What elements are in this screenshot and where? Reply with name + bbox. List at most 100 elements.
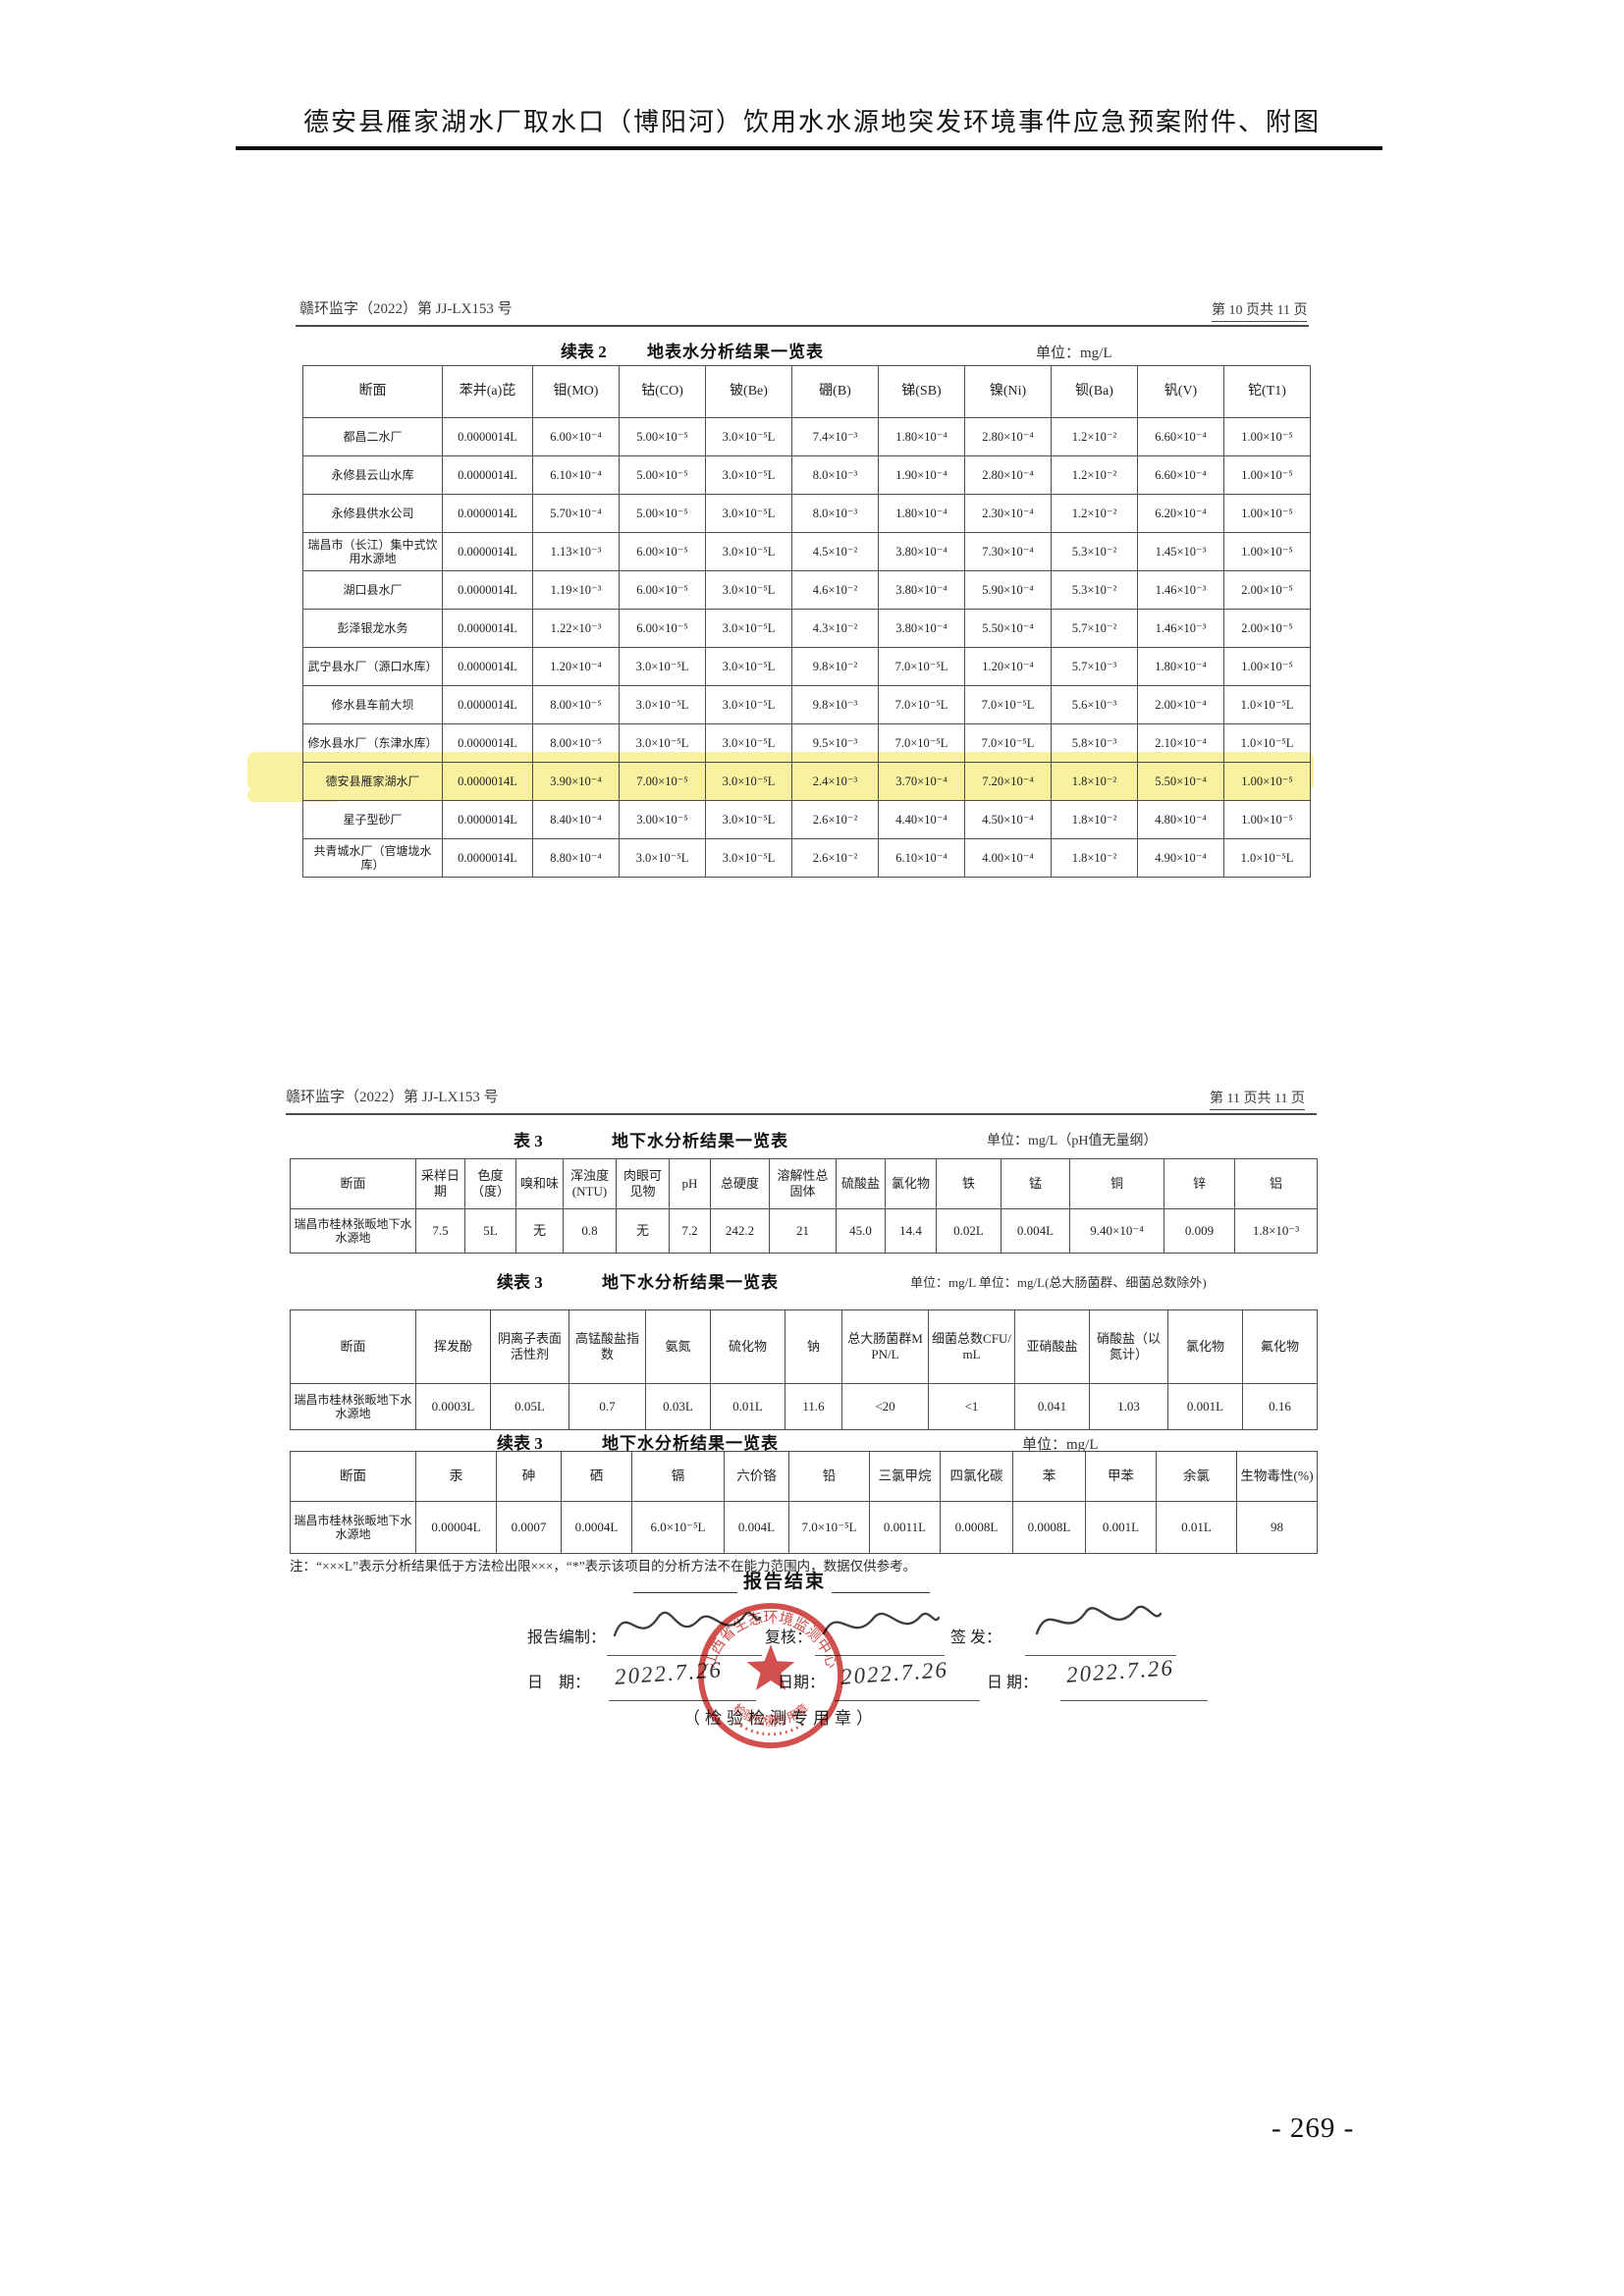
- table-cell: 5.00×10⁻⁵: [619, 417, 706, 456]
- header-cell: 甲苯: [1085, 1451, 1157, 1502]
- table-cell: 3.80×10⁻⁴: [878, 609, 965, 648]
- reviewed-by-signature: [822, 1612, 941, 1635]
- table-cell: 7.30×10⁻⁴: [964, 532, 1052, 571]
- table3-label: 表 3: [514, 1132, 543, 1150]
- header-cell: 阴离子表面活性剂: [490, 1309, 569, 1384]
- table-cell: 0.0000014L: [442, 762, 533, 801]
- date-underline-3: [1060, 1700, 1208, 1702]
- header-cell: 钠: [785, 1309, 842, 1384]
- date-label-2: 日期：: [778, 1675, 826, 1691]
- date-label-3: 日 期：: [987, 1675, 1039, 1691]
- date-handwritten-3: 2022.7.26: [1065, 1655, 1175, 1687]
- table-row: 武宁县水厂（源口水库） 0.0000014L 1.20×10⁻⁴ 3.0×10⁻⁵L 3…: [302, 647, 1311, 686]
- table3c-label: 续表 3: [497, 1434, 543, 1453]
- table-cell: 2.80×10⁻⁴: [964, 417, 1052, 456]
- table-cell: 7.0×10⁻⁵L: [964, 723, 1052, 763]
- table-cell: 6.00×10⁻⁵: [619, 532, 706, 571]
- table-cell: 5L: [464, 1208, 516, 1254]
- header-cell: 硝酸盐（以氮计）: [1089, 1309, 1168, 1384]
- table-cell: 4.3×10⁻²: [791, 609, 879, 648]
- header-cell: 硫化物: [710, 1309, 785, 1384]
- header-cell: 亚硝酸盐: [1014, 1309, 1090, 1384]
- surface-water-table: 断面 苯并(a)芘 钼(MO) 钴(CO) 铍(Be) 硼(B) 锑(SB) 镍(Ni) 钡(B…: [302, 365, 1311, 878]
- header-cell: 断面: [302, 365, 443, 418]
- table-cell: 6.00×10⁻⁴: [532, 417, 620, 456]
- table-cell: 0.004L: [724, 1501, 789, 1554]
- table-cell: 1.80×10⁻⁴: [878, 494, 965, 533]
- table3b-unit: 单位：mg/L 单位：mg/L(总大肠菌群、细菌总数除外): [910, 1275, 1207, 1290]
- table-cell: 9.8×10⁻³: [791, 685, 879, 724]
- table-cell: 7.0×10⁻⁵L: [878, 647, 965, 686]
- report-end: 报告结束: [633, 1567, 931, 1593]
- table-row: 永修县供水公司 0.0000014L 5.70×10⁻⁴ 5.00×10⁻⁵ 3.0×1…: [302, 494, 1311, 533]
- header-cell: 苯: [1012, 1451, 1086, 1502]
- table-cell: 1.00×10⁻⁵: [1223, 532, 1311, 571]
- table-cell: 5.3×10⁻²: [1051, 570, 1138, 610]
- groundwater-table-cont2: 断面汞砷硒镉六价铬铅三氯甲烷 四氯化碳苯甲苯 余氯 生物毒性(%) 瑞昌市桂林张畈地下水…: [290, 1451, 1318, 1554]
- table-cell: 2.00×10⁻⁵: [1223, 609, 1311, 648]
- header-cell: 钒(V): [1137, 365, 1224, 418]
- table-cell: 4.80×10⁻⁴: [1137, 800, 1224, 839]
- header-cell: 嗅和味: [515, 1158, 564, 1209]
- document-title: 德安县雁家湖水厂取水口（博阳河）饮用水水源地突发环境事件应急预案附件、附图: [302, 108, 1321, 136]
- table-cell: 1.8×10⁻³: [1234, 1208, 1318, 1254]
- table-cell: 0.001L: [1167, 1383, 1243, 1430]
- table3c-unit: 单位：mg/L: [1022, 1437, 1099, 1453]
- title-divider: [236, 146, 1382, 150]
- header-cell: 断面: [290, 1451, 416, 1502]
- table-cell: 0.0000014L: [442, 723, 533, 763]
- header-cell: 三氯甲烷: [869, 1451, 941, 1502]
- table-cell: 0.009: [1164, 1208, 1235, 1254]
- table-cell: 4.40×10⁻⁴: [878, 800, 965, 839]
- table-cell: 0.0000014L: [442, 609, 533, 648]
- page-info-1: 第 10 页共 11 页: [1212, 299, 1308, 322]
- table-cell: 0.0000014L: [442, 838, 533, 878]
- date-label-1: 日 期：: [527, 1675, 591, 1691]
- table-row: 彭泽银龙水务 0.0000014L 1.22×10⁻³ 6.00×10⁻⁵ 3.0×10…: [302, 609, 1311, 648]
- table-cell: 3.0×10⁻⁵L: [619, 838, 706, 878]
- table-cell: 无: [515, 1208, 564, 1254]
- table-cell: 0.00004L: [415, 1501, 497, 1554]
- table-cell: 4.6×10⁻²: [791, 570, 879, 610]
- table-cell: 1.00×10⁻⁵: [1223, 800, 1311, 839]
- header-cell: 余氯: [1156, 1451, 1237, 1502]
- table-cell: 7.2: [669, 1208, 711, 1254]
- table-cell: 6.00×10⁻⁵: [619, 609, 706, 648]
- header-cell: 硒: [561, 1451, 632, 1502]
- report-end-line-left: [633, 1576, 737, 1593]
- header-cell: 砷: [496, 1451, 562, 1502]
- table-cell: 2.00×10⁻⁵: [1223, 570, 1311, 610]
- table-cell: 8.0×10⁻³: [791, 494, 879, 533]
- table-cell: 3.70×10⁻⁴: [878, 762, 965, 801]
- table-cell: 8.40×10⁻⁴: [532, 800, 620, 839]
- table-cell: 9.5×10⁻³: [791, 723, 879, 763]
- table-cell: 5.00×10⁻⁵: [619, 455, 706, 495]
- table-cell: 3.0×10⁻⁵L: [705, 532, 792, 571]
- row-name-cell: 德安县雁家湖水厂: [302, 762, 443, 801]
- issued-by-label: 签 发：: [950, 1629, 1002, 1646]
- report-end-text: 报告结束: [743, 1572, 827, 1592]
- row-name-cell: 修水县水厂（东津水库）: [302, 723, 443, 763]
- doc-code-2: 赣环监字（2022）第 JJ-LX153 号: [286, 1090, 499, 1105]
- table-cell: 3.0×10⁻⁵L: [705, 609, 792, 648]
- table-cell: 8.00×10⁻⁵: [532, 685, 620, 724]
- table-cell: 5.90×10⁻⁴: [964, 570, 1052, 610]
- header-cell: 铍(Be): [705, 365, 792, 418]
- issued-by-signature: [1035, 1605, 1163, 1635]
- row-name-cell: 湖口县水厂: [302, 570, 443, 610]
- table-cell: 0.004L: [1001, 1208, 1070, 1254]
- row-name-cell: 修水县车前大坝: [302, 685, 443, 724]
- table-cell: 4.00×10⁻⁴: [964, 838, 1052, 878]
- row-name-cell: 瑞昌市桂林张畈地下水水源地: [290, 1501, 416, 1554]
- table-cell: 45.0: [836, 1208, 886, 1254]
- header-cell: 硫酸盐: [836, 1158, 886, 1209]
- header-cell: 汞: [415, 1451, 497, 1502]
- row-name-cell: 永修县供水公司: [302, 494, 443, 533]
- table-cell: 2.00×10⁻⁴: [1137, 685, 1224, 724]
- page-info-2: 第 11 页共 11 页: [1210, 1088, 1305, 1110]
- table-cell: 2.6×10⁻²: [791, 838, 879, 878]
- table-cell: 0.01L: [1156, 1501, 1237, 1554]
- table-row: 瑞昌市桂林张畈地下水水源地 0.00004L 0.0007 0.0004L 6.0×10…: [290, 1501, 1318, 1554]
- table-cell: 3.80×10⁻⁴: [878, 532, 965, 571]
- header-cell: 四氯化碳: [940, 1451, 1013, 1502]
